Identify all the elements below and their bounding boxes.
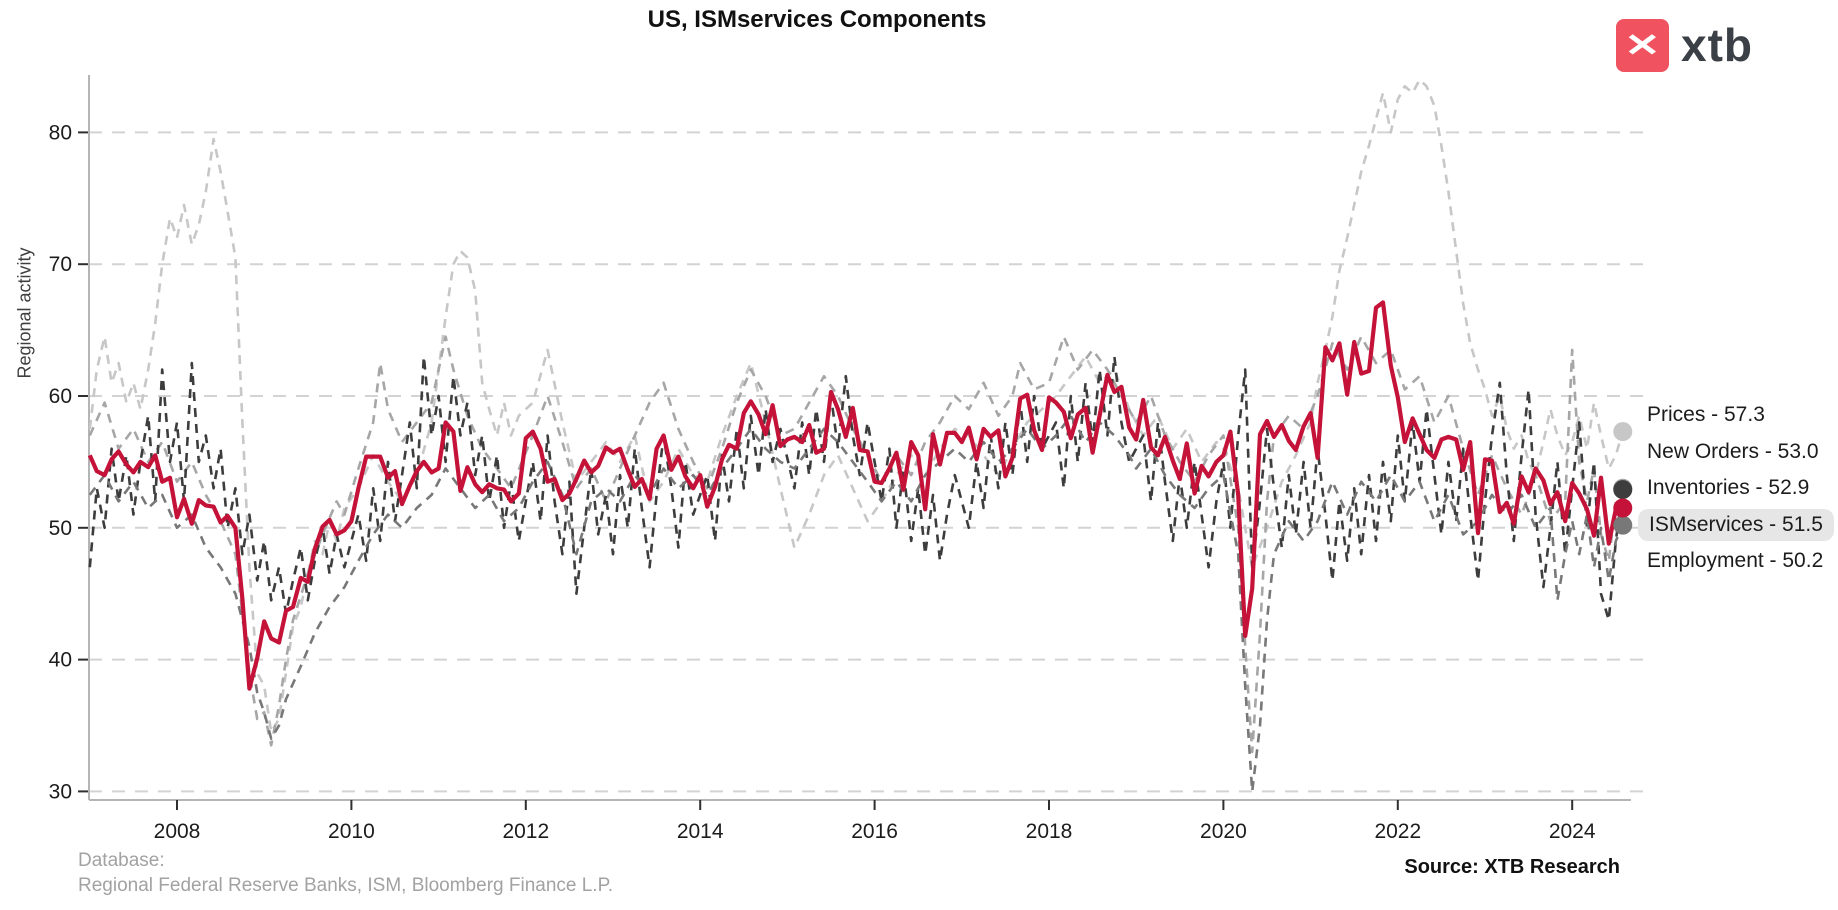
series-line-inventories <box>88 355 1625 622</box>
x-tick-label: 2020 <box>1200 820 1247 843</box>
legend-item-prices: Prices - 57.3 <box>1647 403 1765 426</box>
x-tick-label: 2010 <box>328 820 375 843</box>
y-tick-label: 40 <box>49 649 72 672</box>
y-tick-label: 30 <box>49 780 72 803</box>
x-tick-label: 2008 <box>154 820 201 843</box>
series-end-dot-prices <box>1613 422 1633 442</box>
chart-title: US, ISMservices Components <box>647 6 987 33</box>
y-tick-label: 50 <box>49 517 72 540</box>
legend-item-ismservices: ISMservices - 51.5 <box>1638 509 1834 541</box>
xtb-logo-box: ✕ <box>1616 18 1669 72</box>
x-tick-label: 2024 <box>1549 820 1596 843</box>
legend-item-new-orders: New Orders - 53.0 <box>1647 440 1819 463</box>
y-tick-label: 80 <box>49 121 72 144</box>
series-end-dot-ismservices <box>1613 498 1633 518</box>
database-note: Database: Regional Federal Reserve Banks… <box>78 848 613 898</box>
series-end-dot-employment <box>1613 515 1633 535</box>
x-tick-label: 2016 <box>851 820 898 843</box>
xtb-x-icon: ✕ <box>1624 27 1661 63</box>
legend-item-employment: Employment - 50.2 <box>1647 549 1824 572</box>
legend-item-inventories: Inventories - 52.9 <box>1647 476 1810 499</box>
xtb-logo: ✕ xtb <box>1616 18 1753 72</box>
x-tick-label: 2012 <box>502 820 549 843</box>
series-line-new-orders <box>88 335 1624 754</box>
x-tick-label: 2014 <box>677 820 724 843</box>
y-tick-label: 70 <box>49 253 72 276</box>
series-line-ismservices <box>87 300 1624 691</box>
database-sources: Regional Federal Reserve Banks, ISM, Blo… <box>78 875 614 896</box>
series-end-dot-inventories <box>1613 480 1633 500</box>
series-line-prices <box>88 78 1625 734</box>
y-tick-label: 60 <box>49 385 72 408</box>
x-tick-label: 2022 <box>1374 820 1421 843</box>
x-tick-label: 2018 <box>1026 820 1073 843</box>
source-note: Source: XTB Research <box>1404 856 1620 878</box>
database-label: Database: <box>78 850 165 871</box>
series-line-employment <box>88 414 1624 793</box>
xtb-logo-text: xtb <box>1681 19 1753 71</box>
